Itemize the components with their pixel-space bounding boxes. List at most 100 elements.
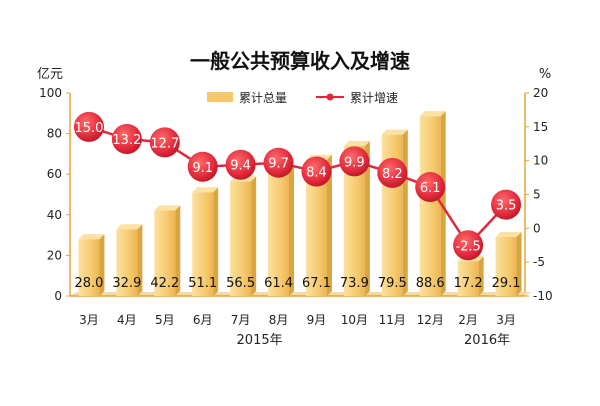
- growth-point-label: 12.7: [150, 136, 179, 151]
- bar-front: [495, 236, 517, 296]
- bar: [305, 154, 332, 296]
- bar-value-label: 73.9: [340, 276, 369, 291]
- growth-point: [73, 111, 104, 142]
- bar-top: [343, 140, 370, 146]
- growth-point: [263, 147, 294, 178]
- left-tick-label: 80: [47, 127, 62, 141]
- bar-front: [268, 171, 290, 296]
- growth-point-label: 9.9: [344, 155, 365, 170]
- bar-front: [192, 192, 214, 296]
- growth-point: [111, 124, 142, 155]
- bar-side: [326, 154, 332, 296]
- bar-value-label: 29.1: [492, 276, 521, 291]
- growth-point-label: 15.0: [74, 121, 103, 136]
- axes: 0 20 40 60 80 100 -10 -5 0 5 10 15 20: [39, 86, 553, 303]
- bar-top: [116, 224, 143, 230]
- right-tick-label: 10: [533, 154, 548, 168]
- bar: [457, 256, 484, 296]
- x-tick-label: 9月: [307, 313, 327, 327]
- bar-top: [419, 111, 446, 117]
- bar-front: [78, 239, 100, 296]
- bar-labels: 28.0 32.9 42.2 51.1 56.5 61.4 67.1 73.9 79.5 88.6…: [74, 276, 520, 291]
- bar-front: [457, 261, 479, 296]
- bar-front: [230, 181, 252, 296]
- growth-point: [453, 230, 484, 261]
- bar-side: [213, 187, 219, 296]
- growth-point: [187, 151, 218, 182]
- bar-side: [137, 224, 143, 296]
- bars: [78, 111, 522, 296]
- year-label-2016: 2016年: [464, 333, 510, 348]
- bar-side: [478, 256, 484, 296]
- bar-side: [251, 176, 257, 296]
- bar-top: [78, 234, 105, 240]
- bar-side: [289, 166, 295, 296]
- growth-point-label: 3.5: [496, 199, 517, 214]
- left-tick-label: 60: [47, 167, 62, 181]
- right-axis-unit: %: [539, 67, 551, 82]
- bar-top: [192, 187, 219, 193]
- bar: [230, 176, 257, 296]
- bar: [343, 140, 370, 296]
- right-tick-label: 5: [533, 188, 541, 202]
- bar-side: [99, 234, 105, 296]
- growth-point-label: 8.2: [382, 167, 403, 182]
- x-tick-label: 10月: [341, 313, 368, 327]
- x-tick-label: 8月: [269, 313, 289, 327]
- bar-side: [364, 140, 370, 296]
- bar: [381, 129, 408, 296]
- bar-value-label: 17.2: [454, 276, 483, 291]
- growth-point-label: 6.1: [420, 181, 441, 196]
- bar-front: [419, 116, 441, 296]
- x-tick-label: 5月: [155, 313, 175, 327]
- bar: [419, 111, 446, 296]
- x-tick-label: 7月: [231, 313, 251, 327]
- x-tick-label: 3月: [496, 313, 516, 327]
- left-tick-label: 100: [39, 86, 62, 100]
- left-tick-label: 0: [54, 289, 62, 303]
- floor: [70, 292, 531, 296]
- bar: [495, 231, 522, 296]
- growth-point-label: 9.4: [230, 159, 251, 174]
- right-tick-label: -10: [533, 289, 553, 303]
- bar: [154, 205, 181, 296]
- right-tick-label: 20: [533, 86, 548, 100]
- bar-top: [381, 129, 408, 135]
- bar-top: [154, 205, 181, 211]
- growth-point: [415, 172, 446, 203]
- bar-value-label: 28.0: [74, 276, 103, 291]
- bar: [116, 224, 143, 296]
- year-label-2015: 2015年: [237, 333, 283, 348]
- legend-bar-swatch: [207, 92, 233, 102]
- bar-front: [305, 159, 327, 296]
- bar-side: [402, 129, 408, 296]
- chart-title: 一般公共预算收入及增速: [190, 49, 410, 73]
- bar: [78, 234, 105, 296]
- bar-side: [440, 111, 446, 296]
- x-tick-label: 4月: [117, 313, 137, 327]
- x-tick-label: 6月: [193, 313, 213, 327]
- left-tick-label: 40: [47, 208, 62, 222]
- left-tick-label: 20: [47, 248, 62, 262]
- bar-front: [154, 210, 176, 296]
- bar: [192, 187, 219, 296]
- bar-value-label: 51.1: [188, 276, 217, 291]
- legend-line-marker: [326, 93, 334, 101]
- bar-front: [116, 229, 138, 296]
- growth-point: [491, 189, 522, 220]
- bar-side: [516, 231, 522, 296]
- right-tick-label: 15: [533, 120, 548, 134]
- bar-value-label: 61.4: [264, 276, 293, 291]
- growth-point: [377, 157, 408, 188]
- growth-point-label: 13.2: [112, 133, 141, 148]
- bar-value-label: 56.5: [226, 276, 255, 291]
- growth-point: [339, 146, 370, 177]
- x-tick-label: 3月: [79, 313, 99, 327]
- growth-point: [225, 149, 256, 180]
- bar-value-label: 67.1: [302, 276, 331, 291]
- growth-point-label: 9.1: [192, 161, 213, 176]
- x-labels: 3月 4月 5月 6月 7月 8月 9月 10月 11月 12月 2月 3月 2015年 2016年: [79, 313, 516, 348]
- bar-value-label: 42.2: [150, 276, 179, 291]
